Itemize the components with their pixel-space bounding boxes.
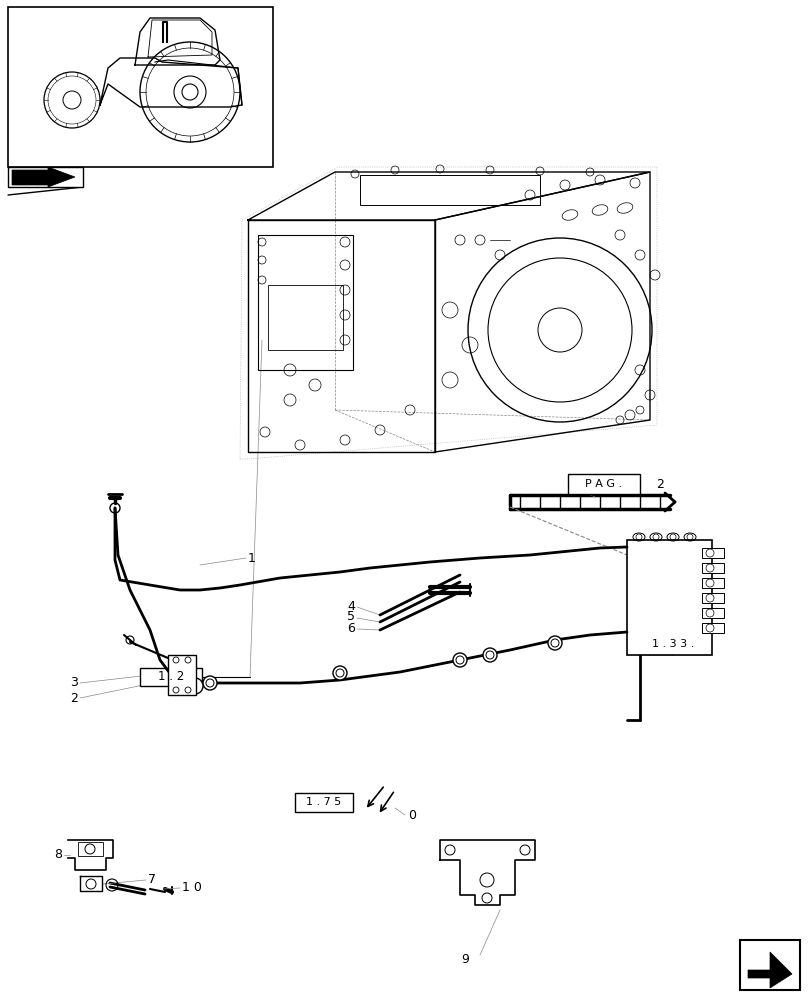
- Text: 1 . 3 3 .: 1 . 3 3 .: [651, 639, 693, 649]
- Bar: [139, 668, 202, 686]
- Bar: [568, 474, 639, 494]
- Text: 1 . 7 5: 1 . 7 5: [306, 797, 341, 807]
- Bar: [168, 655, 195, 695]
- Circle shape: [453, 653, 466, 667]
- Polygon shape: [747, 952, 791, 988]
- Text: 6: 6: [346, 621, 354, 635]
- Text: 2: 2: [655, 478, 663, 490]
- Bar: [8, 167, 83, 187]
- Bar: [739, 940, 799, 990]
- Text: 4: 4: [346, 599, 354, 612]
- Bar: [359, 175, 539, 205]
- Bar: [702, 608, 723, 618]
- Text: 1 0: 1 0: [182, 881, 202, 894]
- Text: 8: 8: [54, 848, 62, 861]
- Bar: [702, 548, 723, 558]
- Bar: [258, 235, 353, 370]
- Text: 7: 7: [148, 874, 156, 886]
- Text: 9: 9: [461, 953, 469, 966]
- Bar: [78, 842, 103, 856]
- Text: 2: 2: [70, 692, 78, 704]
- Text: 1: 1: [247, 552, 255, 564]
- Text: 3: 3: [70, 676, 78, 690]
- Text: 5: 5: [346, 610, 354, 624]
- Text: 1 . 2: 1 . 2: [157, 670, 184, 684]
- Bar: [702, 563, 723, 573]
- Bar: [294, 793, 353, 812]
- Bar: [702, 623, 723, 633]
- Circle shape: [483, 648, 496, 662]
- Bar: [636, 634, 708, 654]
- Circle shape: [203, 676, 217, 690]
- Text: P A G .: P A G .: [585, 479, 622, 489]
- Text: 0: 0: [407, 809, 415, 822]
- Circle shape: [187, 678, 203, 694]
- Circle shape: [333, 666, 346, 680]
- Circle shape: [547, 636, 561, 650]
- Bar: [626, 540, 711, 655]
- Bar: [702, 593, 723, 603]
- Polygon shape: [12, 167, 75, 187]
- Bar: [702, 578, 723, 588]
- Bar: [8, 7, 272, 167]
- Bar: [268, 285, 342, 350]
